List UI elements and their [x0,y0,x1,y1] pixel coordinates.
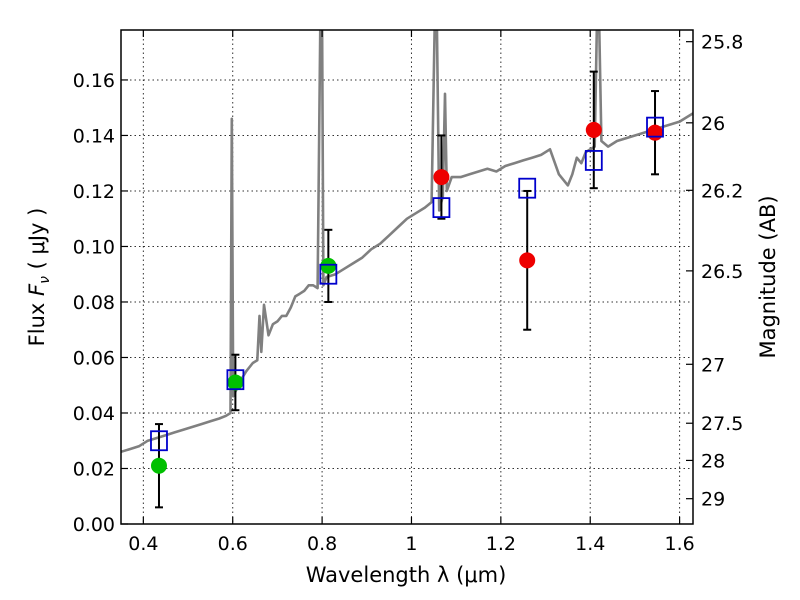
observed-flux-point [320,257,337,274]
x-tick-label: 1 [405,533,417,555]
y-tick-label: 0.06 [73,347,115,369]
model-photometry-square [646,116,664,138]
observed-flux-point [150,457,167,474]
magnitude-tick-label: 27.5 [701,413,743,435]
model-photometry-square [226,369,245,391]
model-photometry-square [518,177,537,199]
y-tick-label: 0.12 [73,181,115,203]
y-tick-label: 0.02 [73,458,115,480]
x-tick-label: 0.4 [128,533,158,555]
y-tick-label: 0.00 [73,514,115,536]
y-tick-label: 0.10 [73,236,115,258]
model-spectrum-line [121,30,693,454]
x-tick-label: 0.6 [218,533,248,555]
observed-flux-point [433,169,450,186]
magnitude-tick-label: 28 [701,450,725,472]
y-axis-title-right: Magnitude (AB) [756,195,780,358]
magnitude-tick-label: 26 [701,113,725,135]
magnitude-tick-label: 27 [701,354,725,376]
model-spectrum-layer [121,30,693,454]
y-tick-label: 0.04 [73,403,115,425]
magnitude-tick-label: 26.2 [701,180,743,202]
x-tick-label: 1.6 [664,533,694,555]
plot-frame [120,29,694,525]
model-photometry-square [150,430,168,452]
observed-flux-point [227,374,244,391]
observed-flux-point [519,252,536,269]
x-tick-label: 0.8 [307,533,337,555]
y-tick-label: 0.14 [73,125,115,147]
model-photometry-square [584,150,603,171]
x-axis-title: Wavelength λ (μm) [306,563,507,587]
y-axis-title-left: Flux Fν ( μJy ) [25,208,53,347]
y-tick-label: 0.16 [73,70,115,92]
photometry-points [150,70,664,509]
observed-flux-point [647,124,664,141]
model-photometry-square [319,263,338,285]
x-tick-label: 1.2 [486,533,516,555]
magnitude-tick-label: 25.8 [701,32,743,54]
y-tick-label: 0.08 [73,292,115,314]
magnitude-tick-label: 29 [701,489,725,511]
grid-lines [121,30,693,525]
axis-ticks: 0.4 0.6 0.8 1 1.2 1.4 1.6 0.00 0.02 0.04 0.06 0.08 0… [73,30,743,555]
observed-flux-point [585,121,602,138]
model-photometry-square [432,197,451,219]
magnitude-tick-label: 26.5 [701,261,743,283]
x-tick-label: 1.4 [575,533,605,555]
